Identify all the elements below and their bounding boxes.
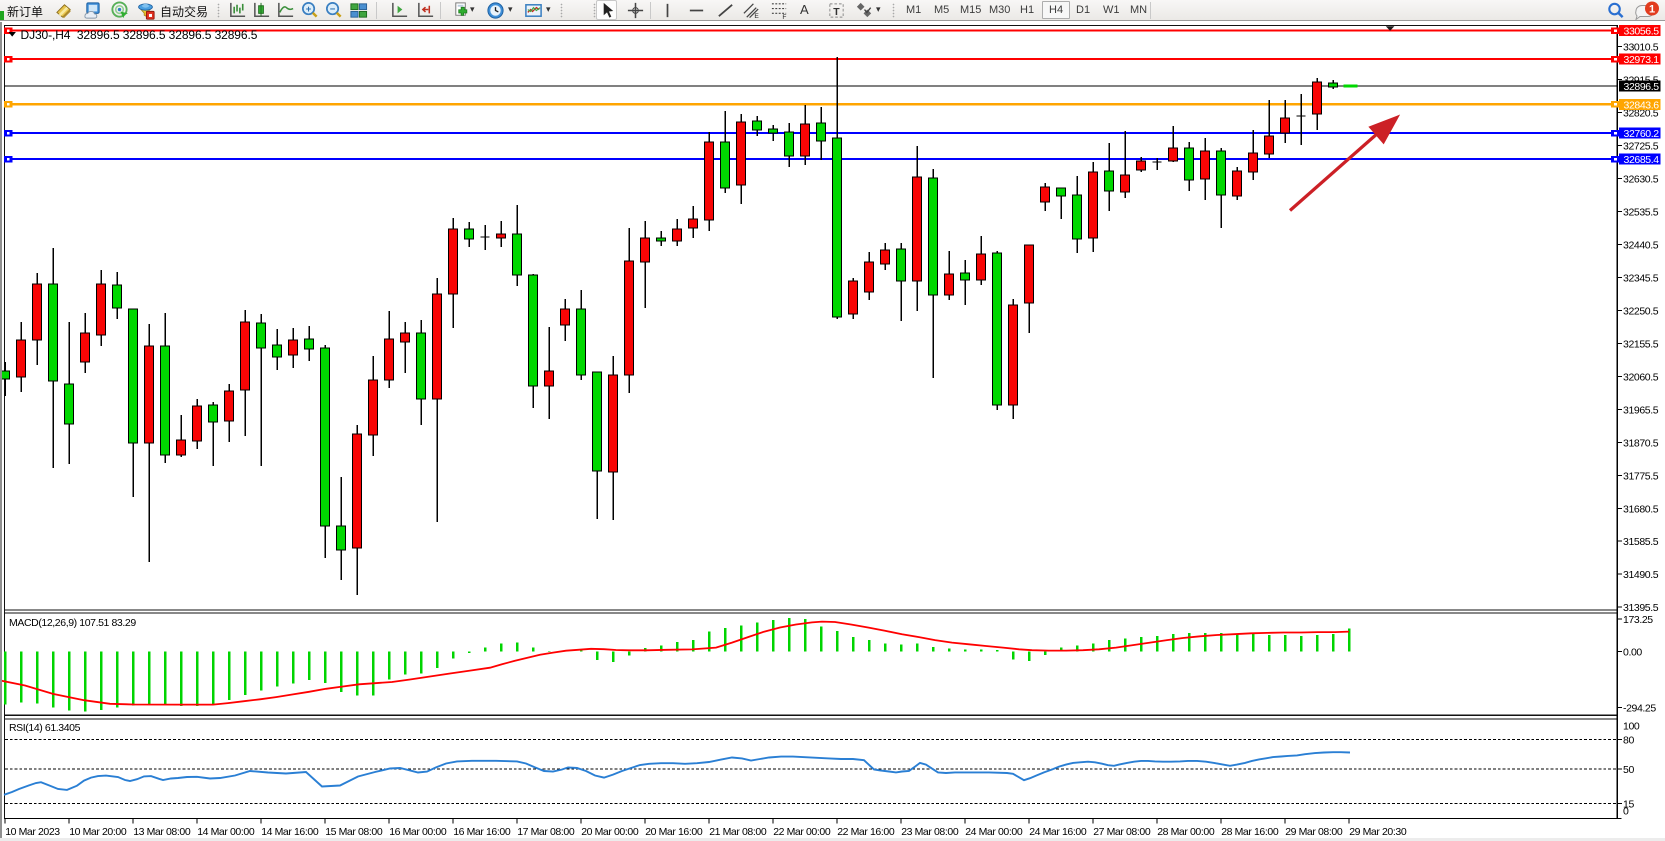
- svg-text:13 Mar 08:00: 13 Mar 08:00: [133, 826, 191, 838]
- svg-text:32843.6: 32843.6: [1624, 99, 1660, 111]
- svg-text:100: 100: [1623, 721, 1640, 733]
- svg-text:31490.5: 31490.5: [1623, 569, 1659, 581]
- svg-text:24 Mar 16:00: 24 Mar 16:00: [1029, 826, 1087, 838]
- svg-text:10 Mar 2023: 10 Mar 2023: [5, 826, 60, 838]
- svg-text:32685.4: 32685.4: [1624, 154, 1660, 166]
- svg-text:32760.2: 32760.2: [1624, 128, 1660, 140]
- svg-text:23 Mar 08:00: 23 Mar 08:00: [901, 826, 959, 838]
- svg-text:T: T: [833, 7, 840, 18]
- svg-text:14 Mar 00:00: 14 Mar 00:00: [197, 826, 255, 838]
- svg-text:32896.5: 32896.5: [1624, 81, 1660, 93]
- svg-text:0.00: 0.00: [1623, 646, 1642, 658]
- svg-text:31870.5: 31870.5: [1623, 437, 1659, 449]
- svg-text:16 Mar 00:00: 16 Mar 00:00: [389, 826, 447, 838]
- svg-text:32440.5: 32440.5: [1623, 239, 1659, 251]
- svg-text:31585.5: 31585.5: [1623, 536, 1659, 548]
- svg-text:20 Mar 00:00: 20 Mar 00:00: [581, 826, 639, 838]
- svg-text:MACD(12,26,9) 107.51 83.29: MACD(12,26,9) 107.51 83.29: [9, 617, 136, 629]
- svg-text:32155.5: 32155.5: [1623, 338, 1659, 350]
- svg-text:32630.5: 32630.5: [1623, 173, 1659, 185]
- svg-text:31680.5: 31680.5: [1623, 503, 1659, 515]
- svg-text:27 Mar 08:00: 27 Mar 08:00: [1093, 826, 1151, 838]
- svg-text:RSI(14) 61.3405: RSI(14) 61.3405: [9, 722, 81, 734]
- svg-text:29 Mar 08:00: 29 Mar 08:00: [1285, 826, 1343, 838]
- svg-text:32060.5: 32060.5: [1623, 371, 1659, 383]
- svg-text:32725.5: 32725.5: [1623, 140, 1659, 152]
- svg-text:−: −: [330, 4, 336, 15]
- svg-text:32535.5: 32535.5: [1623, 206, 1659, 218]
- svg-text:28 Mar 16:00: 28 Mar 16:00: [1221, 826, 1279, 838]
- svg-text:1: 1: [1649, 4, 1655, 16]
- svg-text:22 Mar 16:00: 22 Mar 16:00: [837, 826, 895, 838]
- svg-text:-294.25: -294.25: [1623, 703, 1656, 715]
- svg-text:32345.5: 32345.5: [1623, 272, 1659, 284]
- svg-text:31395.5: 31395.5: [1623, 602, 1659, 614]
- svg-text:F: F: [782, 14, 786, 20]
- svg-text:24 Mar 00:00: 24 Mar 00:00: [965, 826, 1023, 838]
- svg-text:10 Mar 20:00: 10 Mar 20:00: [69, 826, 127, 838]
- svg-text:21 Mar 08:00: 21 Mar 08:00: [709, 826, 767, 838]
- svg-text:DJ30-,H4 32896.5 32896.5 3289: DJ30-,H4 32896.5 32896.5 32896.5 32896.5: [21, 28, 258, 42]
- svg-text:50: 50: [1623, 764, 1634, 776]
- svg-text:33010.5: 33010.5: [1623, 41, 1659, 53]
- svg-text:33056.5: 33056.5: [1624, 26, 1660, 38]
- svg-text:31965.5: 31965.5: [1623, 404, 1659, 416]
- svg-text:E: E: [754, 13, 759, 20]
- svg-text:80: 80: [1623, 735, 1634, 747]
- svg-text:173.25: 173.25: [1623, 614, 1653, 626]
- svg-text:32973.1: 32973.1: [1624, 54, 1660, 66]
- svg-text:15: 15: [1623, 799, 1634, 811]
- svg-text:22 Mar 00:00: 22 Mar 00:00: [773, 826, 831, 838]
- svg-text:16 Mar 16:00: 16 Mar 16:00: [453, 826, 511, 838]
- svg-text:28 Mar 00:00: 28 Mar 00:00: [1157, 826, 1215, 838]
- svg-text:31775.5: 31775.5: [1623, 470, 1659, 482]
- svg-text:14 Mar 16:00: 14 Mar 16:00: [261, 826, 319, 838]
- svg-text:32820.5: 32820.5: [1623, 107, 1659, 119]
- svg-text:17 Mar 08:00: 17 Mar 08:00: [517, 826, 575, 838]
- svg-text:+: +: [306, 4, 312, 15]
- svg-text:0: 0: [1623, 806, 1629, 818]
- svg-text:32250.5: 32250.5: [1623, 305, 1659, 317]
- svg-text:20 Mar 16:00: 20 Mar 16:00: [645, 826, 703, 838]
- svg-text:15 Mar 08:00: 15 Mar 08:00: [325, 826, 383, 838]
- svg-text:29 Mar 20:30: 29 Mar 20:30: [1349, 826, 1407, 838]
